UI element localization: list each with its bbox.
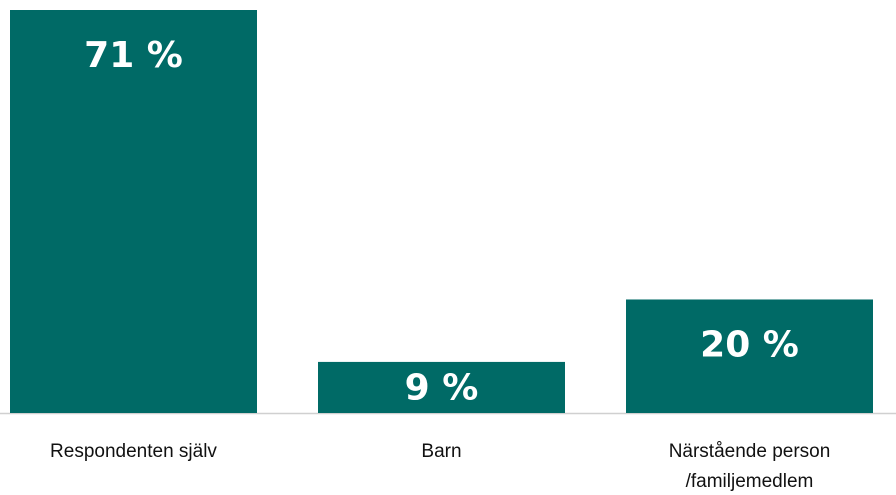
- x-tick-label: Närstående person /familjemedlem: [668, 441, 831, 492]
- data-label: 9 %: [405, 367, 479, 408]
- x-tick-label: Respondenten själv: [50, 441, 217, 462]
- bar: [10, 10, 257, 413]
- x-tick-label: Barn: [421, 441, 462, 462]
- data-label: 20 %: [700, 324, 799, 365]
- bar: [626, 299, 873, 413]
- bar: [318, 361, 565, 413]
- data-label: 71 %: [84, 35, 183, 76]
